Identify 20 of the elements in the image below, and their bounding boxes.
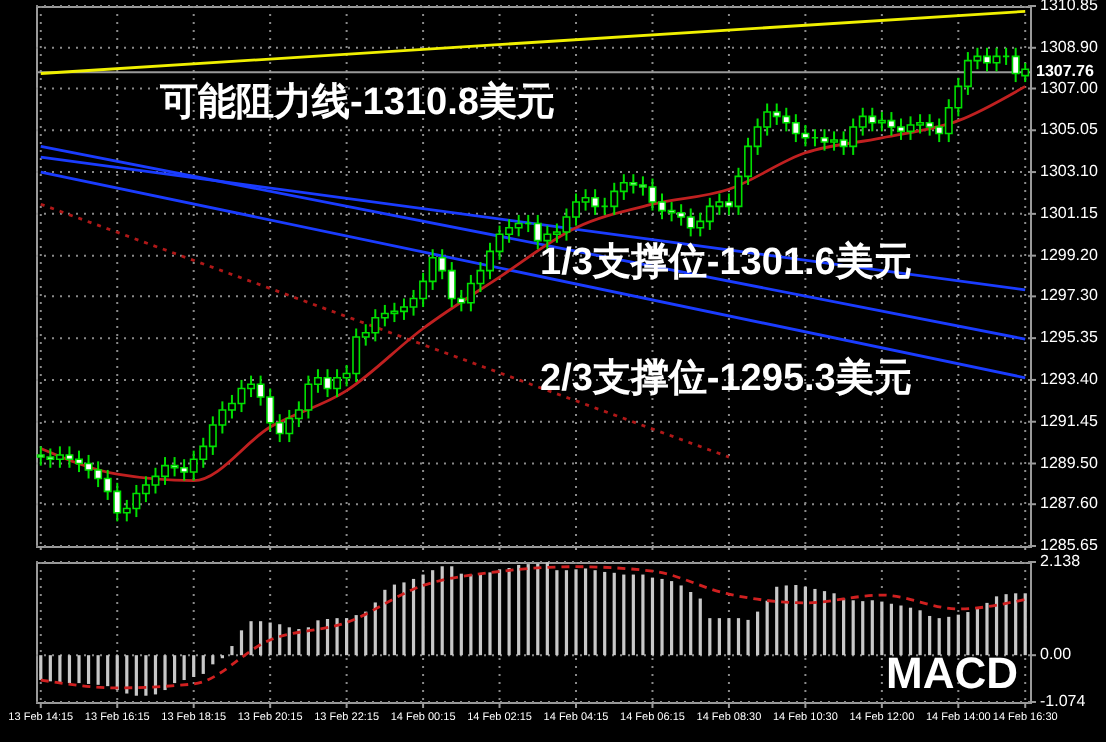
y-tick-label: 1293.40 xyxy=(1040,369,1099,388)
y-tick-label: 1295.35 xyxy=(1040,328,1099,347)
y-tick-label: 0.00 xyxy=(1040,645,1073,664)
annotation: MACD xyxy=(886,648,1018,698)
y-tick-label: 1303.10 xyxy=(1040,162,1099,181)
y-tick-label: 1299.20 xyxy=(1040,245,1099,264)
y-tick-label: -1.074 xyxy=(1040,692,1087,710)
y-tick-label: 1291.45 xyxy=(1040,411,1099,430)
y-tick-label: 1285.65 xyxy=(1040,536,1099,554)
y-tick-label: 1297.30 xyxy=(1040,286,1099,305)
y-tick-label: 1308.90 xyxy=(1040,37,1099,56)
y-tick-label: 1307.00 xyxy=(1040,78,1099,97)
annotation: 2/3支撑位-1295.3美元 xyxy=(540,356,912,400)
annotation: 可能阻力线-1310.8美元 xyxy=(158,80,555,124)
y-tick-label: 1301.15 xyxy=(1040,203,1099,222)
y-tick-label: 1305.05 xyxy=(1040,120,1099,139)
y-tick-label: 2.138 xyxy=(1040,552,1082,570)
y-tick-label: 1289.50 xyxy=(1040,453,1099,472)
ref-line-label: 1307.76 xyxy=(1036,62,1095,81)
y-tick-label: 1287.60 xyxy=(1040,494,1099,513)
